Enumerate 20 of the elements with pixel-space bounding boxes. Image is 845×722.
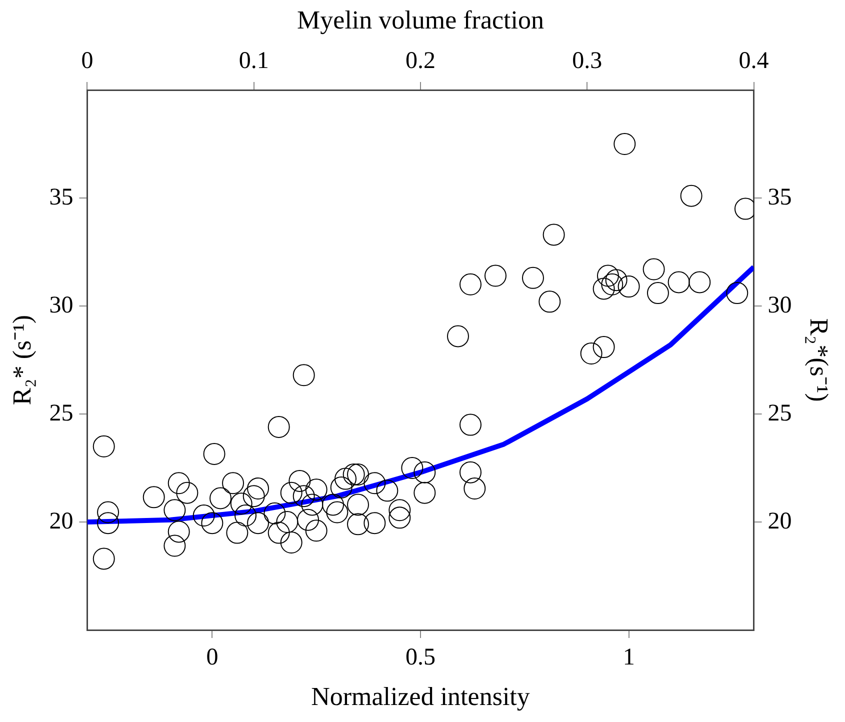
x-axis-title: Normalized intensity [311, 682, 530, 712]
x2-tick-label: 0.4 [738, 48, 769, 74]
x2-tick-label: 0.3 [572, 48, 602, 74]
y-tick-label: 35 [49, 184, 74, 210]
x2-tick-label: 0 [81, 48, 94, 74]
y2-tick-label: 30 [768, 292, 792, 318]
y-tick-label: 30 [49, 292, 74, 318]
y2-tick-label: 20 [768, 508, 792, 534]
y2-tick-label: 25 [768, 400, 792, 426]
x-tick-label: 0.5 [406, 644, 436, 671]
x2-tick-label: 0.1 [238, 48, 269, 74]
y-tick-label: 25 [49, 400, 74, 426]
y-tick-label: 20 [49, 508, 74, 534]
x-tick-label: 1 [622, 644, 635, 671]
y2-tick-label: 35 [768, 184, 792, 210]
x2-tick-label: 0.2 [406, 48, 436, 74]
x2-axis-title: Myelin volume fraction [297, 5, 544, 34]
y-axis-title: R₂* (s⁻¹) [7, 314, 36, 406]
x-tick-label: 0 [206, 644, 218, 671]
y2-axis-title: R₂*(s⁻¹) [804, 318, 834, 402]
